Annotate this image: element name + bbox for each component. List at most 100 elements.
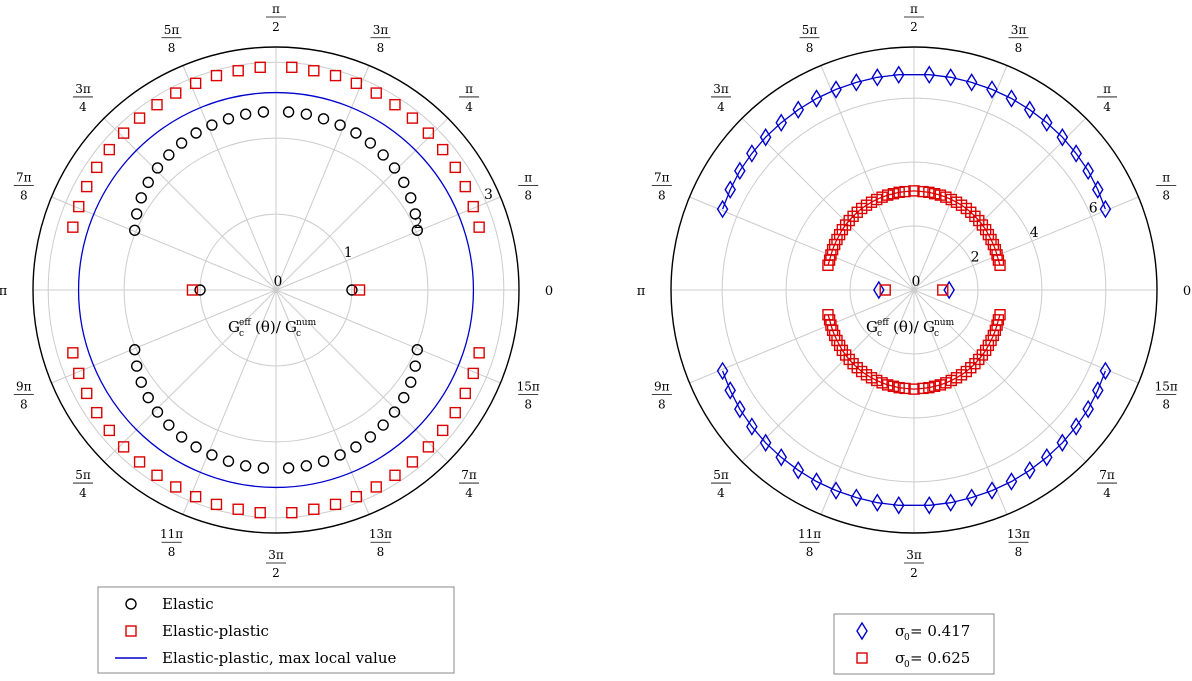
data-point-diamond (965, 73, 978, 92)
data-point-square (887, 380, 900, 392)
radial-tick-label: 4 (1030, 225, 1039, 241)
data-point-circle (222, 455, 235, 467)
legend-elastic: Elastic Elastic-plastic Elastic-plastic, m… (97, 586, 455, 674)
angle-tick-denominator: 4 (79, 486, 87, 500)
data-point-circle (409, 208, 421, 220)
data-point-circle (175, 137, 188, 149)
data-point-diamond (892, 495, 905, 515)
series-curve (721, 370, 1107, 506)
angle-tick-denominator: 8 (524, 189, 532, 203)
data-point-diamond (965, 488, 978, 507)
data-point-diamond (1005, 89, 1018, 108)
data-point-square (899, 185, 911, 198)
series-curve (77, 91, 475, 489)
data-point-square (186, 284, 199, 296)
radial-axis-label-g: G (228, 318, 240, 336)
data-point-circle (398, 176, 410, 189)
data-point-square (81, 180, 93, 193)
angular-grid-line (741, 289, 915, 463)
data-point-diamond (734, 399, 746, 419)
angle-tick-numerator: 5π (713, 468, 729, 482)
data-point-square (350, 490, 363, 503)
legend-label-sub: 0 (904, 660, 910, 670)
radial-tick-label: 3 (484, 187, 493, 203)
angle-tick-denominator: 4 (717, 100, 725, 114)
angular-grid-line (913, 289, 1139, 384)
data-point-diamond (850, 73, 863, 92)
legend-label-sigma: σ (895, 649, 905, 667)
legend-label-sigma: σ (895, 622, 905, 640)
data-point-diamond (871, 493, 884, 513)
data-point-diamond (716, 361, 729, 381)
legend-marker-square (125, 625, 137, 637)
angular-grid-line (275, 65, 370, 291)
data-point-circle (300, 108, 313, 120)
data-point-square (887, 188, 900, 200)
data-point-square (117, 441, 130, 453)
angle-tick-label: 0 (1183, 284, 1191, 299)
angular-grid-line (51, 289, 277, 384)
angular-grid-line (741, 117, 915, 291)
data-point-circle (142, 391, 154, 404)
data-point-circle (206, 119, 218, 131)
data-point-square (232, 503, 244, 515)
angle-tick-denominator: 8 (806, 545, 814, 559)
data-point-square (422, 127, 435, 139)
angle-tick-denominator: 8 (377, 545, 385, 559)
data-point-square (473, 347, 485, 359)
data-point-square (189, 77, 202, 90)
angle-tick-denominator: 2 (910, 566, 918, 580)
angular-grid-line (913, 289, 1087, 463)
data-point-square (67, 347, 79, 359)
angle-tick-numerator: 3π (713, 82, 729, 96)
radial-axis-label-g: G (866, 318, 878, 336)
angular-grid-line (689, 289, 915, 384)
data-point-diamond (943, 280, 955, 300)
angular-grid-line (275, 117, 449, 291)
data-point-square (170, 87, 182, 99)
data-point-circle (364, 431, 377, 443)
data-point-square (879, 284, 891, 296)
data-point-square (436, 424, 449, 437)
angle-tick-numerator: 9π (16, 379, 32, 393)
data-point-square (389, 98, 401, 111)
data-point-circle (257, 106, 270, 118)
data-point-square (286, 61, 298, 74)
data-point-circle (135, 192, 147, 204)
data-point-square (969, 357, 981, 370)
angle-tick-numerator: π (1103, 82, 1111, 96)
data-point-diamond (1091, 381, 1104, 400)
data-point-diamond (724, 180, 737, 199)
data-point-circle (317, 113, 330, 125)
data-point-circle (239, 460, 252, 472)
data-point-diamond (871, 67, 884, 87)
angle-tick-numerator: 7π (654, 171, 670, 185)
data-point-square (91, 161, 103, 174)
data-point-diamond (775, 447, 788, 467)
angle-tick-numerator: 11π (798, 527, 821, 541)
data-point-circle (300, 460, 313, 472)
data-point-square (459, 387, 471, 400)
angle-tick-denominator: 8 (1015, 41, 1023, 55)
series-curve (721, 74, 1107, 210)
angle-tick-denominator: 8 (524, 397, 532, 411)
angle-tick-denominator: 8 (168, 545, 176, 559)
data-point-diamond (892, 65, 905, 85)
data-point-square (851, 206, 863, 218)
angle-tick-denominator: 8 (658, 397, 666, 411)
legend-label-value: = 0.417 (910, 622, 970, 640)
angle-tick-denominator: 8 (1015, 545, 1023, 559)
angle-tick-denominator: 4 (465, 486, 473, 500)
data-point-diamond (724, 381, 737, 400)
angle-tick-numerator: 15π (517, 379, 540, 393)
data-point-square (928, 188, 941, 200)
data-point-square (329, 69, 342, 82)
radial-axis-label-sup: eff (877, 318, 889, 328)
data-point-circle (129, 344, 141, 356)
angle-tick-denominator: 4 (1103, 100, 1111, 114)
angle-tick-numerator: 11π (160, 527, 183, 541)
data-point-square (286, 506, 298, 519)
angle-tick-denominator: 2 (910, 20, 918, 34)
angle-tick-denominator: 8 (168, 41, 176, 55)
data-point-square (254, 61, 266, 74)
